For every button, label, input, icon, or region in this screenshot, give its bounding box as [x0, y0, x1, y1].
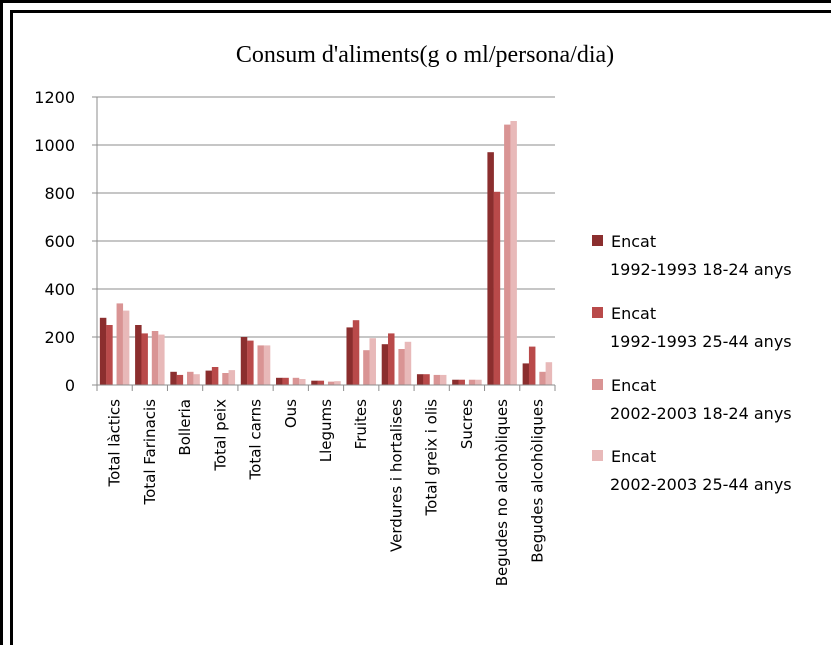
legend-label: Encat — [611, 447, 656, 466]
bar — [327, 381, 335, 385]
bar — [211, 367, 219, 385]
bar — [247, 340, 254, 385]
bar — [388, 333, 395, 385]
x-category-label: Verdures i hortalises — [387, 399, 405, 552]
bar — [493, 191, 501, 385]
bar — [369, 338, 376, 385]
bar — [99, 317, 107, 385]
bar — [240, 337, 248, 385]
bar — [487, 152, 494, 385]
bar — [263, 345, 271, 385]
bar — [452, 379, 459, 385]
x-axis-labels: Total làctics Total Farinacis Bolleria Tota… — [106, 399, 547, 586]
bar — [193, 374, 200, 385]
bar — [539, 371, 546, 385]
legend-label: Encat — [611, 376, 656, 395]
bar — [158, 334, 165, 385]
legend-label: Encat — [611, 232, 656, 251]
x-category-label: Total Farinacis — [141, 399, 159, 506]
bar — [141, 333, 148, 385]
x-category-label: Total peix — [211, 399, 229, 472]
bar — [545, 362, 553, 385]
bar — [404, 341, 412, 385]
bar — [504, 124, 511, 385]
bar — [423, 374, 430, 385]
inner-frame — [10, 10, 831, 645]
axes — [96, 97, 556, 391]
x-category-label: Sucres — [458, 399, 476, 449]
y-tick-label: 600 — [44, 232, 75, 251]
bar — [522, 363, 530, 385]
bar — [510, 121, 517, 385]
bar — [433, 374, 441, 385]
chart-title: Consum d'aliments(g o ml/persona/dia) — [236, 42, 614, 68]
bar — [381, 344, 389, 385]
legend-swatch — [592, 307, 603, 318]
bar — [205, 370, 213, 385]
legend-swatch — [592, 379, 603, 390]
x-category-label: Total carns — [247, 399, 265, 481]
bar — [282, 377, 289, 385]
bar — [257, 345, 264, 385]
y-tick-label: 400 — [44, 280, 75, 299]
bar — [176, 374, 184, 385]
x-category-label: Total làctics — [106, 399, 124, 488]
x-category-label: Total greix i olis — [423, 399, 441, 517]
x-category-label: Begudes alcohòliques — [528, 399, 546, 563]
bar — [468, 379, 476, 385]
bar — [439, 374, 447, 385]
bar — [116, 303, 124, 385]
bar — [106, 325, 113, 385]
legend-label: 2002-2003 25-44 anys — [610, 475, 792, 494]
bar — [363, 350, 370, 385]
bar — [170, 371, 177, 385]
legend-label: 2002-2003 18-24 anys — [610, 404, 792, 423]
bar — [352, 320, 360, 385]
gridlines — [97, 96, 555, 338]
legend: Encat 1992-1993 18-24 anys Encat 1992-1993 … — [592, 232, 792, 494]
bar — [458, 379, 465, 385]
x-category-label: Llegums — [317, 399, 335, 462]
y-tick-label: 0 — [65, 376, 75, 395]
x-category-label: Fruites — [352, 399, 370, 449]
y-tick-label: 1200 — [34, 88, 75, 107]
bar — [346, 327, 353, 385]
bar — [187, 371, 194, 385]
bar — [135, 325, 142, 385]
bar — [311, 380, 318, 385]
legend-swatch — [592, 450, 603, 461]
bar — [292, 377, 300, 385]
legend-label: Encat — [611, 304, 656, 323]
bar — [317, 380, 325, 385]
y-tick-label: 200 — [44, 328, 75, 347]
x-category-label: Bolleria — [176, 399, 194, 456]
bar — [334, 381, 341, 385]
legend-label: 1992-1993 25-44 anys — [610, 332, 792, 351]
bar — [276, 377, 283, 385]
bar — [228, 370, 236, 385]
legend-swatch — [592, 235, 603, 246]
bar — [299, 379, 306, 385]
bar — [416, 374, 424, 385]
bar — [222, 373, 229, 385]
y-axis-ticks: 0 200 400 600 800 1000 1200 — [34, 88, 97, 395]
bars — [99, 121, 553, 385]
bar — [122, 310, 130, 385]
bar — [151, 331, 159, 385]
bar — [398, 349, 405, 385]
bar — [475, 379, 482, 385]
y-tick-label: 1000 — [34, 136, 75, 155]
x-category-label: Ous — [282, 399, 300, 428]
legend-label: 1992-1993 18-24 anys — [610, 260, 792, 279]
y-tick-label: 800 — [44, 184, 75, 203]
x-category-label: Begudes no alcohòliques — [493, 399, 511, 586]
bar — [528, 346, 536, 385]
